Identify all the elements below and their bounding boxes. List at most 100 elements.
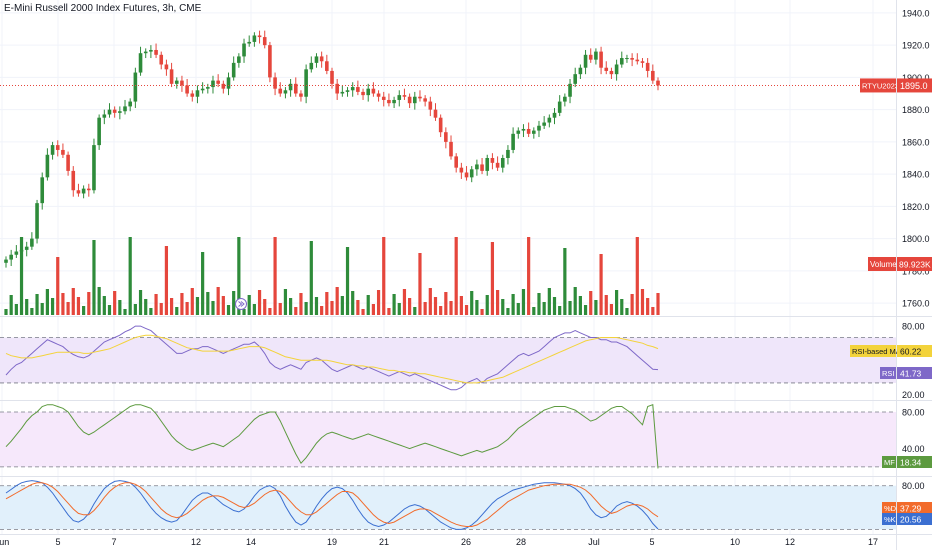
stoch-k-tag-value-bg <box>897 513 932 525</box>
jump-to-realtime-icon[interactable] <box>235 298 247 310</box>
rsi-line-1 <box>5 325 659 391</box>
candle-body <box>169 69 174 84</box>
volume-bar <box>50 298 55 315</box>
rsi-tag-label: RSI <box>882 369 895 378</box>
mfi-tag-value: 18.34 <box>900 458 922 468</box>
volume-bar <box>402 289 407 315</box>
candle-body <box>128 101 132 107</box>
volume-bar <box>408 298 412 315</box>
volume-bar <box>309 241 313 315</box>
volume-bar <box>216 287 220 315</box>
volume-bar <box>294 307 298 315</box>
volume-bar <box>413 307 417 315</box>
volume-bar <box>273 237 277 315</box>
rsi-ma-tag-label-bg <box>850 345 896 357</box>
volume-bar <box>9 295 13 315</box>
volume-bar <box>568 301 572 315</box>
candle-body <box>526 128 531 134</box>
volume-bar <box>356 300 360 315</box>
volume-bar <box>656 293 660 315</box>
candle-body <box>325 61 329 71</box>
volume-bar <box>102 296 106 315</box>
volume-bar <box>511 294 515 315</box>
candle-body <box>630 58 634 60</box>
volume-bar <box>552 297 557 315</box>
date-axis-tick: 28 <box>516 537 526 547</box>
volume-bar <box>237 237 241 315</box>
candle-body <box>438 117 443 133</box>
candle-body <box>35 203 39 239</box>
candle-body <box>547 117 552 123</box>
stoch-line-1 <box>5 480 659 530</box>
price-axis-tick: 1840.0 <box>902 170 930 180</box>
candle-body <box>350 87 355 91</box>
date-axis-tick: 26 <box>461 537 471 547</box>
candle-body <box>557 101 562 113</box>
symbol-tag: RTYU2023 <box>862 81 899 90</box>
candle-body <box>123 106 127 112</box>
candle-body <box>516 130 521 134</box>
volume-bar <box>320 306 324 315</box>
volume-bar <box>573 287 577 315</box>
rsi-ma-tag-value-bg <box>897 345 932 357</box>
volume-bar <box>583 305 588 315</box>
volume-bar <box>521 289 526 315</box>
mfi-axis-tick: 40.00 <box>902 444 925 454</box>
date-axis-tick: 21 <box>379 537 389 547</box>
volume-bar <box>599 254 603 315</box>
candle-body <box>247 41 252 44</box>
volume-bar <box>578 296 582 315</box>
volume-tag-bg <box>868 257 896 271</box>
candle-body <box>216 80 220 84</box>
candle-body <box>625 58 629 60</box>
candle-body <box>500 158 505 168</box>
volume-bar <box>76 297 81 315</box>
candle-body <box>418 96 422 99</box>
jump-icon-arrows <box>238 301 245 307</box>
stoch-d-tag-label: %D <box>884 504 897 513</box>
candle-body <box>563 96 567 102</box>
candle-body <box>309 62 314 70</box>
mfi-tag-label: MF <box>884 458 895 467</box>
volume-bar <box>371 304 375 315</box>
candle-body <box>76 190 81 194</box>
candle-body <box>635 59 640 62</box>
candle-body <box>273 77 277 89</box>
volume-bar <box>56 257 60 315</box>
candle-body <box>221 83 226 89</box>
volume-bar <box>516 303 520 315</box>
volume-bar <box>423 302 427 315</box>
volume-bar <box>175 307 179 315</box>
rsi-ma-tag-label: RSI-based MA <box>852 347 901 356</box>
candle-body <box>444 132 448 142</box>
price-axis-tick: 1780.0 <box>902 266 930 276</box>
candle-body <box>92 145 96 191</box>
candle-body <box>231 62 236 78</box>
volume-bar <box>351 291 355 315</box>
volume-bar <box>14 304 18 315</box>
candle-body <box>112 109 117 113</box>
volume-bar <box>433 297 438 315</box>
volume-bar <box>314 297 319 315</box>
volume-bar <box>547 288 551 315</box>
candle-body <box>656 80 660 86</box>
candle-body <box>252 35 257 42</box>
volume-bar <box>376 290 381 315</box>
volume-tag-label: Volume <box>870 260 897 269</box>
candle-body <box>86 188 91 191</box>
candle-body <box>423 98 427 102</box>
volume-bar <box>620 299 624 315</box>
stoch-band <box>0 485 896 530</box>
candle-body <box>174 80 179 84</box>
candle-body <box>118 111 122 113</box>
candle-body <box>459 167 464 173</box>
volume-bar <box>35 294 39 315</box>
candle-body <box>433 109 438 118</box>
last-price-tag: 1895.0 <box>900 81 928 91</box>
volume-bar <box>144 299 148 315</box>
volume-bar <box>113 291 117 315</box>
rsi-tag-value-bg <box>897 367 932 379</box>
volume-bar <box>630 294 634 315</box>
